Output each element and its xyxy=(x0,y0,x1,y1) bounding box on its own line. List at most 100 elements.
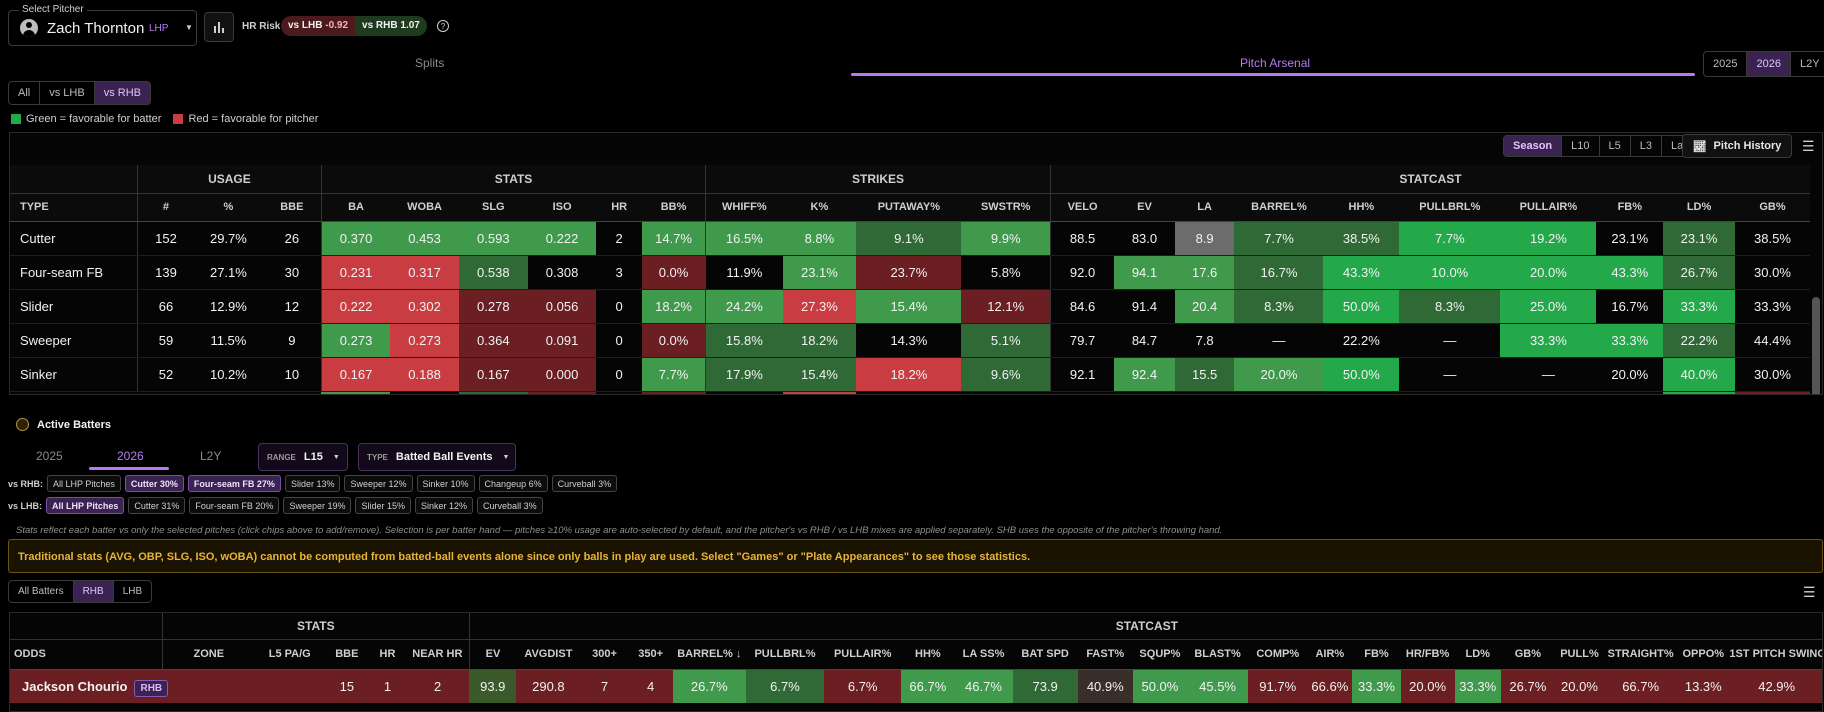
col-hh[interactable]: HH% xyxy=(1323,193,1400,222)
range-season[interactable]: Season xyxy=(1504,136,1563,156)
batter-col-ld[interactable]: LD% xyxy=(1454,639,1501,670)
chevron-down-icon[interactable]: ▼ xyxy=(185,23,193,32)
chip-curveball-3[interactable]: Curveball 3% xyxy=(477,497,543,514)
col-bbe[interactable]: BBE xyxy=(262,193,322,222)
batter-col-straight[interactable]: STRAIGHT% xyxy=(1604,639,1678,670)
batter-col-pullair[interactable]: PULLAIR% xyxy=(824,639,902,670)
batter-row[interactable]: Jackson Chourio RHB 15 1 2 93.9 290.8 7 4 26.7% 6.… xyxy=(10,669,1822,703)
col-gb[interactable]: GB% xyxy=(1734,193,1810,222)
filter-rhb[interactable]: RHB xyxy=(73,581,114,602)
arsenal-row-slider[interactable]: Slider 66 12.9% 12 0.222 0.302 0.278 0.056 0 18.2… xyxy=(10,289,1810,324)
col-iso[interactable]: ISO xyxy=(527,193,597,222)
arsenal-row-sweeper[interactable]: Sweeper 59 11.5% 9 0.273 0.273 0.364 0.091 0 0.0%… xyxy=(10,323,1810,358)
arsenal-row-sinker[interactable]: Sinker 52 10.2% 10 0.167 0.188 0.167 0.000 0 7.7%… xyxy=(10,357,1810,392)
arsenal-scrollbar[interactable] xyxy=(1812,297,1820,394)
chip-slider-13[interactable]: Slider 13% xyxy=(284,475,341,492)
chip-changeup-6[interactable]: Changeup 6% xyxy=(478,475,548,492)
col-ld[interactable]: LD% xyxy=(1663,193,1735,222)
range-select[interactable]: RANGE L15 ▼ xyxy=(258,443,348,471)
batter-col-oppo[interactable]: OPPO% xyxy=(1677,639,1730,670)
chip-four-seam-fb-20[interactable]: Four-seam FB 20% xyxy=(189,497,280,514)
batter-col-comp[interactable]: COMP% xyxy=(1248,639,1308,670)
type-select[interactable]: TYPE Batted Ball Events ▼ xyxy=(358,443,516,471)
col-pullair[interactable]: PULLAIR% xyxy=(1500,193,1597,222)
split-all[interactable]: All xyxy=(9,82,41,104)
col-barrel[interactable]: BARREL% xyxy=(1234,193,1324,222)
help-icon[interactable]: ? xyxy=(437,20,449,32)
batter-col-pull[interactable]: PULL% xyxy=(1554,639,1605,670)
range-l3[interactable]: L3 xyxy=(1631,136,1662,156)
col-ba[interactable]: BA xyxy=(320,193,391,222)
chip-sweeper-12[interactable]: Sweeper 12% xyxy=(344,475,413,492)
batter-col-hr-fb[interactable]: HR/FB% xyxy=(1400,639,1455,670)
batter-col-hh[interactable]: HH% xyxy=(901,639,955,670)
batter-col-ev[interactable]: EV xyxy=(469,639,517,670)
chip-all-lhp-pitches[interactable]: All LHP Pitches xyxy=(47,475,121,492)
batter-col-fb[interactable]: FB% xyxy=(1352,639,1401,670)
batter-col-bbe[interactable]: BBE xyxy=(324,639,369,670)
settings-sliders-icon[interactable]: ☰ xyxy=(1802,138,1815,154)
range-l10[interactable]: L10 xyxy=(1562,136,1600,156)
batter-col-hr[interactable]: HR xyxy=(368,639,406,670)
batter-col-pullbrl[interactable]: PULLBRL% xyxy=(745,639,825,670)
col-velo[interactable]: VELO xyxy=(1049,193,1115,222)
col-hr[interactable]: HR xyxy=(596,193,642,222)
batter-col-300[interactable]: 300+ xyxy=(580,639,629,670)
chip-cutter-31[interactable]: Cutter 31% xyxy=(128,497,186,514)
col-woba[interactable]: WOBA xyxy=(390,193,459,222)
col-whiff[interactable]: WHIFF% xyxy=(705,193,783,222)
batters-year-l2y[interactable]: L2Y xyxy=(200,449,222,463)
col-slg[interactable]: SLG xyxy=(458,193,528,222)
year-tab-l2y[interactable]: L2Y xyxy=(1799,58,1820,70)
col-k[interactable]: K% xyxy=(782,193,857,222)
col-count[interactable]: # xyxy=(136,193,195,222)
filter-lhb[interactable]: LHB xyxy=(122,586,143,597)
split-vs-rhb[interactable]: vs RHB xyxy=(94,82,150,104)
chip-sinker-10[interactable]: Sinker 10% xyxy=(416,475,475,492)
tab-splits[interactable]: Splits xyxy=(415,56,445,70)
batter-name[interactable]: Jackson Chourio xyxy=(22,678,128,694)
split-vs-lhb[interactable]: vs LHB xyxy=(40,82,95,104)
chip-sinker-12[interactable]: Sinker 12% xyxy=(415,497,474,514)
col-bb[interactable]: BB% xyxy=(641,193,706,222)
col-pullbrl[interactable]: PULLBRL% xyxy=(1399,193,1501,222)
year-tab-2026[interactable]: 2026 xyxy=(1747,52,1791,76)
filter-all-batters[interactable]: All Batters xyxy=(9,581,74,602)
chart-button[interactable] xyxy=(204,12,234,42)
col-count[interactable]: % xyxy=(194,193,263,222)
batter-col-avgdist[interactable]: AVGDIST xyxy=(516,639,581,670)
batter-col-fast[interactable]: FAST% xyxy=(1077,639,1133,670)
batter-col-gb[interactable]: GB% xyxy=(1500,639,1555,670)
batter-col-la-ss[interactable]: LA SS% xyxy=(954,639,1013,670)
chip-all-lhp-pitches[interactable]: All LHP Pitches xyxy=(46,497,125,514)
batter-col-l5-pa-g[interactable]: L5 PA/G xyxy=(254,639,325,670)
arsenal-row-four-seam-fb[interactable]: Four-seam FB 139 27.1% 30 0.231 0.317 0.538 0.3… xyxy=(10,255,1810,290)
batter-col-squp[interactable]: SQUP% xyxy=(1132,639,1187,670)
chip-four-seam-fb-27[interactable]: Four-seam FB 27% xyxy=(187,475,281,492)
col-putaway[interactable]: PUTAWAY% xyxy=(856,193,962,222)
arsenal-row-cutter[interactable]: Cutter 152 29.7% 26 0.370 0.453 0.593 0.222 2 14.… xyxy=(10,221,1810,256)
batter-col-blast[interactable]: BLAST% xyxy=(1186,639,1249,670)
tab-pitch-arsenal[interactable]: Pitch Arsenal xyxy=(1240,56,1311,70)
batters-year-2026[interactable]: 2026 xyxy=(117,449,144,463)
year-tab-2025[interactable]: 2025 xyxy=(1704,52,1748,76)
col-fb[interactable]: FB% xyxy=(1596,193,1664,222)
col-type[interactable]: TYPE xyxy=(10,193,138,222)
batters-year-2025[interactable]: 2025 xyxy=(36,449,63,463)
batter-col-air[interactable]: AIR% xyxy=(1307,639,1353,670)
chip-slider-15[interactable]: Slider 15% xyxy=(355,497,412,514)
batter-col-350[interactable]: 350+ xyxy=(628,639,673,670)
batter-col-barrel[interactable]: BARREL% ↓ xyxy=(672,639,746,670)
chip-curveball-3[interactable]: Curveball 3% xyxy=(551,475,618,492)
pitcher-select[interactable]: Select Pitcher Zach Thornton LHP ▼ xyxy=(8,4,197,46)
batter-col-near-hr[interactable]: NEAR HR xyxy=(406,639,470,670)
batter-col-odds[interactable]: ODDS xyxy=(10,639,163,670)
batter-col-1st-pitch-swing[interactable]: 1ST PITCH SWING% xyxy=(1729,639,1822,670)
batters-settings-icon[interactable]: ☰ xyxy=(1803,584,1816,600)
col-swstr[interactable]: SWSTR% xyxy=(961,193,1051,222)
col-ev[interactable]: EV xyxy=(1114,193,1175,222)
range-l5[interactable]: L5 xyxy=(1600,136,1631,156)
pitch-history-button[interactable]: 📈︎ Pitch History xyxy=(1682,134,1792,158)
col-la[interactable]: LA xyxy=(1174,193,1235,222)
chip-sweeper-19[interactable]: Sweeper 19% xyxy=(283,497,352,514)
